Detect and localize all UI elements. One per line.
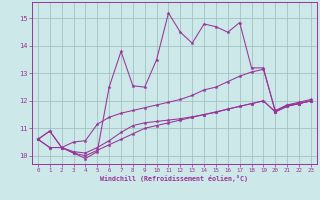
X-axis label: Windchill (Refroidissement éolien,°C): Windchill (Refroidissement éolien,°C) [100, 175, 248, 182]
